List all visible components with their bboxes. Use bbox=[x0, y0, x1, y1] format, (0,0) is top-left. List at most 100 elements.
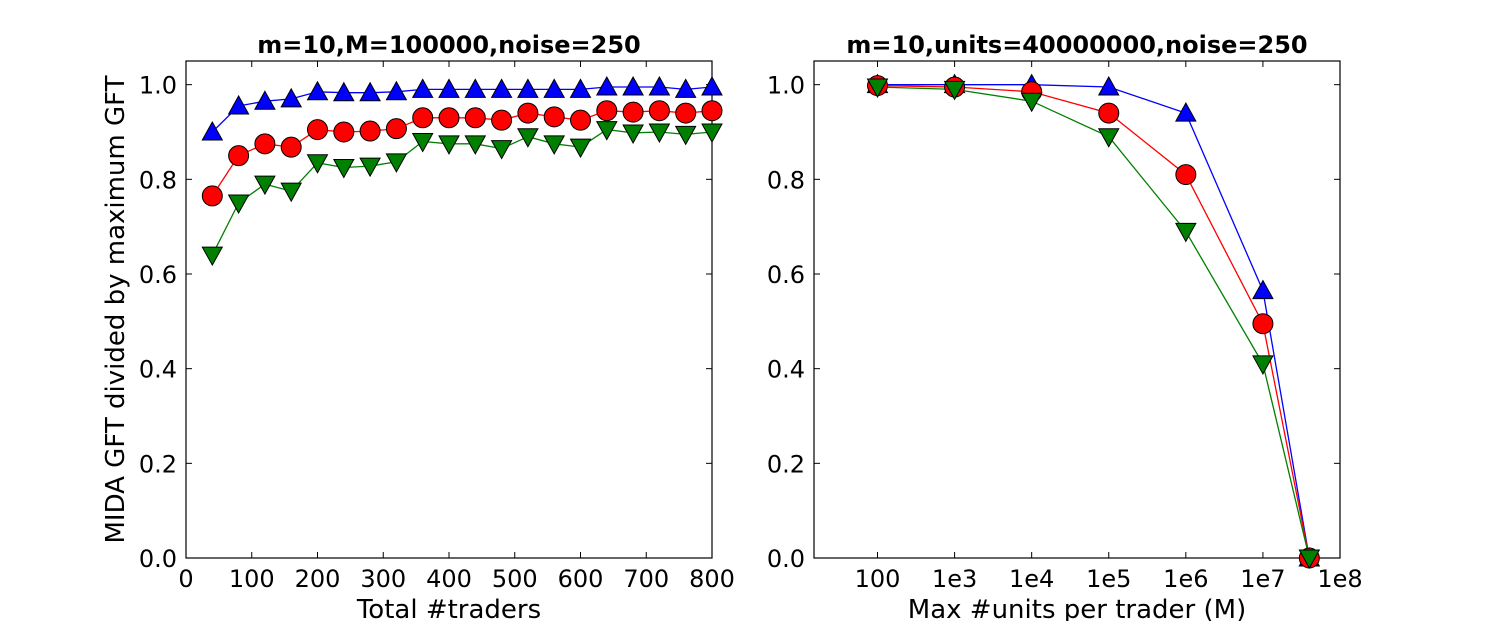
left-series-0-point bbox=[569, 78, 592, 98]
left-series-0-point bbox=[359, 81, 381, 102]
left-series-2-point bbox=[411, 132, 434, 153]
left-series-1-point bbox=[517, 102, 539, 124]
right-series-2-point bbox=[866, 78, 889, 99]
left-series-2-point bbox=[464, 135, 487, 155]
left-series-0-point bbox=[411, 78, 434, 98]
left-series-2-point bbox=[648, 123, 671, 144]
left-series-1-point bbox=[491, 109, 513, 131]
left-chart-panel: m=10,M=100000,noise=250 0 100 200 300 400 500 6… bbox=[101, 31, 735, 621]
left-series-1-point bbox=[412, 107, 434, 129]
left-series-1-point bbox=[201, 185, 223, 207]
left-series-1-point bbox=[307, 119, 328, 141]
left-series-2-point bbox=[701, 123, 723, 144]
right-series-1-point bbox=[1175, 164, 1197, 186]
left-series-0-point bbox=[595, 76, 618, 96]
left-series-2-point bbox=[385, 153, 408, 173]
right-chart-panel: m=10,units=40000000,noise=250 100 1e3 1e4 1e… bbox=[767, 31, 1363, 621]
left-chart-title: m=10,M=100000,noise=250 bbox=[257, 31, 641, 59]
left-series-2-point bbox=[359, 157, 381, 178]
left-xtick-label: 600 bbox=[558, 565, 604, 593]
left-series-0-point bbox=[674, 78, 697, 98]
left-x-axis-label: Total #traders bbox=[356, 595, 541, 621]
right-series-2-point bbox=[1298, 549, 1321, 570]
left-xtick-label: 100 bbox=[229, 565, 275, 593]
left-series-2-point bbox=[254, 175, 276, 196]
left-ytick-label: 0.6 bbox=[139, 261, 177, 289]
left-series-1-point bbox=[622, 101, 644, 123]
left-series-1-point bbox=[359, 120, 381, 142]
right-xtick-label: 1e8 bbox=[1317, 565, 1362, 593]
left-series-1-point bbox=[596, 100, 618, 122]
left-series-0-point bbox=[543, 78, 566, 98]
left-series-0-point bbox=[385, 80, 408, 101]
left-xtick-label: 300 bbox=[360, 565, 406, 593]
right-series-2-point bbox=[1252, 355, 1274, 375]
right-series-2-point bbox=[1174, 222, 1197, 243]
right-series-0-point bbox=[1097, 76, 1120, 96]
left-series-2-point bbox=[201, 246, 224, 267]
right-series-0-line bbox=[877, 84, 1310, 559]
left-series-0-point bbox=[227, 94, 250, 115]
left-series-2-point bbox=[517, 128, 539, 148]
left-series-2-point bbox=[227, 194, 250, 215]
left-series-1-point bbox=[675, 102, 697, 124]
left-series-1-point bbox=[570, 109, 591, 131]
left-series-0-point bbox=[490, 78, 513, 98]
left-series-1-point bbox=[280, 136, 302, 158]
right-chart-title: m=10,units=40000000,noise=250 bbox=[846, 31, 1307, 59]
right-ytick-label: 0.8 bbox=[767, 166, 805, 194]
right-axes-frame bbox=[813, 60, 1341, 559]
left-series-0-point bbox=[701, 76, 723, 96]
left-xtick-label: 500 bbox=[492, 565, 538, 593]
right-series-0-point bbox=[1252, 279, 1274, 300]
right-xtick-label: 1e3 bbox=[932, 565, 977, 593]
left-series-2-point bbox=[306, 154, 329, 174]
left-xtick-label: 800 bbox=[689, 565, 735, 593]
left-xtick-label: 200 bbox=[295, 565, 341, 593]
left-xtick-label: 0 bbox=[178, 565, 193, 593]
left-series-0-point bbox=[438, 78, 460, 98]
left-ytick-label: 1.0 bbox=[139, 72, 177, 100]
left-ytick-label: 0.0 bbox=[139, 545, 177, 573]
left-series-0-point bbox=[464, 78, 487, 98]
left-series-2-point bbox=[622, 124, 644, 144]
left-series-1-point bbox=[464, 107, 486, 129]
left-series-0-point bbox=[280, 87, 303, 108]
right-xtick-label: 1e7 bbox=[1240, 565, 1285, 593]
left-series-2-point bbox=[280, 182, 303, 203]
right-ytick-label: 0.2 bbox=[767, 450, 805, 478]
right-series-2-point bbox=[943, 80, 966, 101]
left-series-2-point bbox=[332, 159, 355, 179]
left-series-1-point bbox=[648, 100, 670, 122]
right-xtick-label: 1e5 bbox=[1086, 565, 1131, 593]
left-series-1-point bbox=[438, 107, 460, 129]
left-series-1-point bbox=[333, 121, 355, 143]
left-series-2-point bbox=[438, 135, 460, 155]
right-series-1-point bbox=[1252, 313, 1274, 335]
left-series-2-point bbox=[543, 135, 566, 155]
left-series-2-point bbox=[569, 138, 592, 159]
right-xtick-label: 100 bbox=[855, 565, 901, 593]
right-series-0-point bbox=[1174, 102, 1197, 122]
right-xtick-label: 1e4 bbox=[1009, 565, 1054, 593]
right-series-1-line bbox=[877, 84, 1310, 559]
left-series-0-point bbox=[201, 120, 224, 141]
right-series-2-point bbox=[1020, 92, 1043, 113]
left-series-2-point bbox=[595, 121, 618, 141]
left-xtick-label: 700 bbox=[623, 565, 669, 593]
left-series-0-point bbox=[648, 76, 671, 96]
left-series-0-point bbox=[254, 90, 276, 110]
left-series-0-point bbox=[622, 76, 644, 96]
left-series-1-point bbox=[543, 106, 565, 128]
left-series-0-point bbox=[332, 81, 355, 102]
left-series-1-point bbox=[254, 133, 276, 155]
left-y-axis-label: MIDA GFT divided by maximum GFT bbox=[101, 75, 131, 543]
left-series-2-point bbox=[674, 125, 697, 146]
right-series-1-point bbox=[1098, 102, 1120, 124]
left-series-0-point bbox=[306, 80, 329, 101]
left-xtick-label: 400 bbox=[426, 565, 472, 593]
right-ytick-label: 0.4 bbox=[767, 356, 805, 384]
right-xtick-label: 1e6 bbox=[1163, 565, 1208, 593]
left-ytick-label: 0.8 bbox=[139, 166, 177, 194]
